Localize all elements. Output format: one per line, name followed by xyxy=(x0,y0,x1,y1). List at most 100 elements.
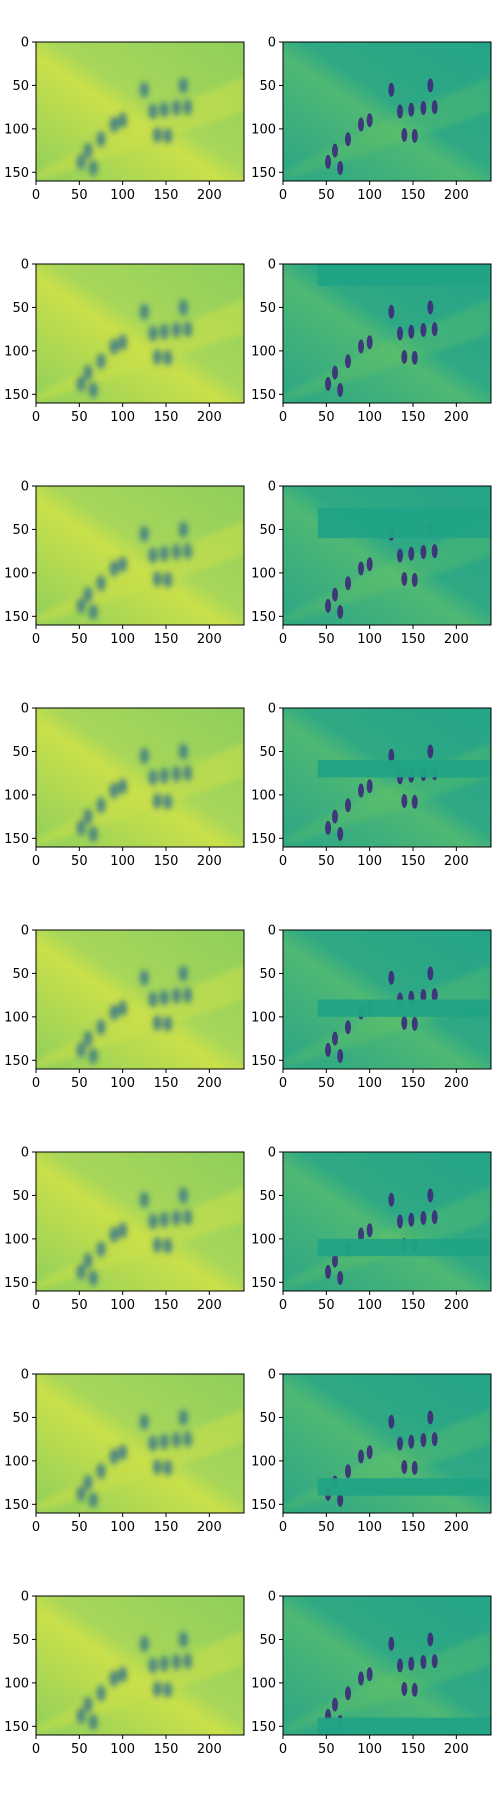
figure-mark xyxy=(152,1236,162,1253)
figure-mark xyxy=(420,545,427,560)
figure-mark xyxy=(83,808,93,825)
axes-frame xyxy=(282,707,492,848)
x-tick-label: 150 xyxy=(401,188,426,203)
axes-frame xyxy=(35,1151,245,1292)
figure-mark xyxy=(358,339,364,354)
y-tick-label: 50 xyxy=(259,967,276,982)
x-tick-label: 100 xyxy=(110,1298,135,1313)
figure-mark xyxy=(337,604,344,619)
y-tick-label: 0 xyxy=(21,702,29,717)
figure-mark xyxy=(408,1212,415,1227)
figure-mark xyxy=(171,1432,181,1449)
x-tick-label: 150 xyxy=(401,410,426,425)
figure-mark xyxy=(139,969,149,986)
x-tick-label: 100 xyxy=(357,632,382,647)
figure-mark xyxy=(427,966,434,981)
figure-mark xyxy=(76,1263,86,1280)
y-tick-label: 50 xyxy=(12,523,29,538)
figure-mark xyxy=(345,354,351,369)
axes-frame xyxy=(282,1595,492,1736)
figure-mark xyxy=(139,1191,149,1208)
figure-mark xyxy=(388,1414,395,1429)
x-tick-label: 100 xyxy=(357,854,382,869)
x-tick-label: 200 xyxy=(444,632,469,647)
x-tick-label: 100 xyxy=(110,1520,135,1535)
figure-mark xyxy=(109,1670,119,1687)
y-tick-label: 150 xyxy=(251,610,276,625)
figure-mark xyxy=(96,353,106,370)
x-tick-label: 150 xyxy=(401,1520,426,1535)
x-tick-label: 0 xyxy=(279,1520,287,1535)
figure-mark xyxy=(420,1655,427,1670)
figure-mark xyxy=(109,1226,119,1243)
figure-mark xyxy=(401,1459,408,1474)
y-tick-label: 0 xyxy=(268,258,276,273)
y-tick-label: 150 xyxy=(251,1498,276,1513)
figure-mark xyxy=(325,1264,332,1279)
figure-mark xyxy=(148,1657,158,1674)
figure-mark xyxy=(401,793,408,808)
axes-frame xyxy=(35,1595,245,1736)
figure-mark xyxy=(118,1222,128,1239)
figure-mark xyxy=(325,820,332,835)
x-tick-label: 150 xyxy=(401,1298,426,1313)
y-tick-label: 50 xyxy=(12,745,29,760)
x-tick-label: 150 xyxy=(401,1076,426,1091)
y-tick-label: 100 xyxy=(4,788,29,803)
figures xyxy=(76,965,193,1064)
figure-mark xyxy=(118,334,128,351)
x-tick-label: 100 xyxy=(110,410,135,425)
y-tick-label: 50 xyxy=(259,301,276,316)
figures xyxy=(325,78,438,175)
mask-band xyxy=(317,507,491,539)
y-tick-label: 150 xyxy=(4,1498,29,1513)
figure-mark xyxy=(118,1444,128,1461)
figures xyxy=(76,1409,193,1508)
figure-mark xyxy=(178,1631,188,1648)
figure-mark xyxy=(159,767,169,784)
panel-r2-c2: 0 50 100 150 200 0 50 100 150 xyxy=(251,258,492,425)
x-tick-label: 50 xyxy=(318,188,335,203)
x-tick-label: 100 xyxy=(110,854,135,869)
x-tick-label: 50 xyxy=(71,1298,88,1313)
figure-mark xyxy=(152,1458,162,1475)
y-tick-label: 0 xyxy=(268,1590,276,1605)
figure-mark xyxy=(408,546,415,561)
axes-frame xyxy=(35,485,245,626)
figure-mark xyxy=(420,323,427,338)
figure-mark xyxy=(332,1031,338,1046)
x-tick-label: 150 xyxy=(154,410,179,425)
figure-mark xyxy=(366,335,373,350)
axes-frame xyxy=(35,929,245,1070)
x-tick-label: 150 xyxy=(401,632,426,647)
heatmap-image xyxy=(283,42,491,181)
figure-mark xyxy=(325,1042,332,1057)
figure-mark xyxy=(388,1636,395,1651)
heatmap-image xyxy=(283,930,491,1069)
y-tick-label: 100 xyxy=(251,122,276,137)
y-tick-label: 0 xyxy=(21,1146,29,1161)
figure-mark xyxy=(109,560,119,577)
heatmap-image xyxy=(36,930,244,1069)
figure-mark xyxy=(171,1654,181,1671)
x-tick-label: 0 xyxy=(32,1742,40,1757)
y-tick-label: 0 xyxy=(21,258,29,273)
figures xyxy=(76,299,193,398)
x-tick-label: 50 xyxy=(318,632,335,647)
figure-mark xyxy=(337,1048,344,1063)
figure-mark xyxy=(183,1209,193,1226)
figure-mark xyxy=(152,792,162,809)
y-tick-label: 0 xyxy=(21,480,29,495)
figure-mark xyxy=(401,349,408,364)
figure-mark xyxy=(431,1210,438,1225)
figure-mark xyxy=(183,543,193,560)
figure-mark xyxy=(109,1448,119,1465)
x-tick-label: 50 xyxy=(71,632,88,647)
figure-mark xyxy=(148,769,158,786)
figure-mark xyxy=(431,1432,438,1447)
figure-mark xyxy=(345,1686,351,1701)
y-tick-label: 50 xyxy=(259,523,276,538)
x-tick-label: 100 xyxy=(110,632,135,647)
y-tick-label: 150 xyxy=(251,166,276,181)
